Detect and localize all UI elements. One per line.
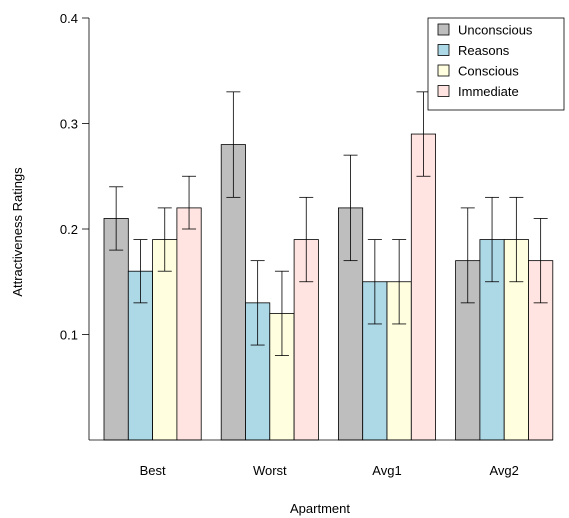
legend-swatch-unconscious (437, 23, 450, 36)
x-tick-label-avg2: Avg2 (489, 463, 518, 478)
bar-avg1-immediate (410, 133, 436, 441)
legend-swatch-immediate (437, 85, 450, 97)
legend-label-conscious: Conscious (458, 64, 519, 79)
x-tick-label-best: Best (140, 463, 166, 478)
x-tick-label-worst: Worst (253, 463, 287, 478)
bar-best-immediate (176, 207, 202, 441)
y-tick-label: 0.4 (60, 11, 78, 26)
legend-label-reasons: Reasons (458, 43, 510, 58)
y-tick-label: 0.1 (60, 328, 78, 343)
error-bars-layer (109, 91, 548, 357)
axes: Best Worst Avg1 Avg2 0.1 0.2 0.3 0.4 (60, 11, 553, 478)
bars-layer (103, 133, 554, 441)
y-tick-label: 0.3 (60, 117, 78, 132)
legend-label-immediate: Immediate (458, 84, 519, 99)
bar-best-conscious (152, 239, 178, 441)
y-axis-label: Attractiveness Ratings (10, 167, 25, 297)
legend: Unconscious Reasons Conscious Immediate (427, 17, 565, 111)
legend-box (427, 17, 565, 111)
x-axis-label: Apartment (290, 501, 350, 516)
legend-swatch-conscious (437, 64, 450, 77)
x-tick-label-avg1: Avg1 (372, 463, 401, 478)
bar-best-unconscious (103, 218, 129, 441)
legend-label-unconscious: Unconscious (458, 23, 533, 38)
legend-swatch-reasons (437, 44, 450, 56)
y-tick-label: 0.2 (60, 222, 78, 237)
